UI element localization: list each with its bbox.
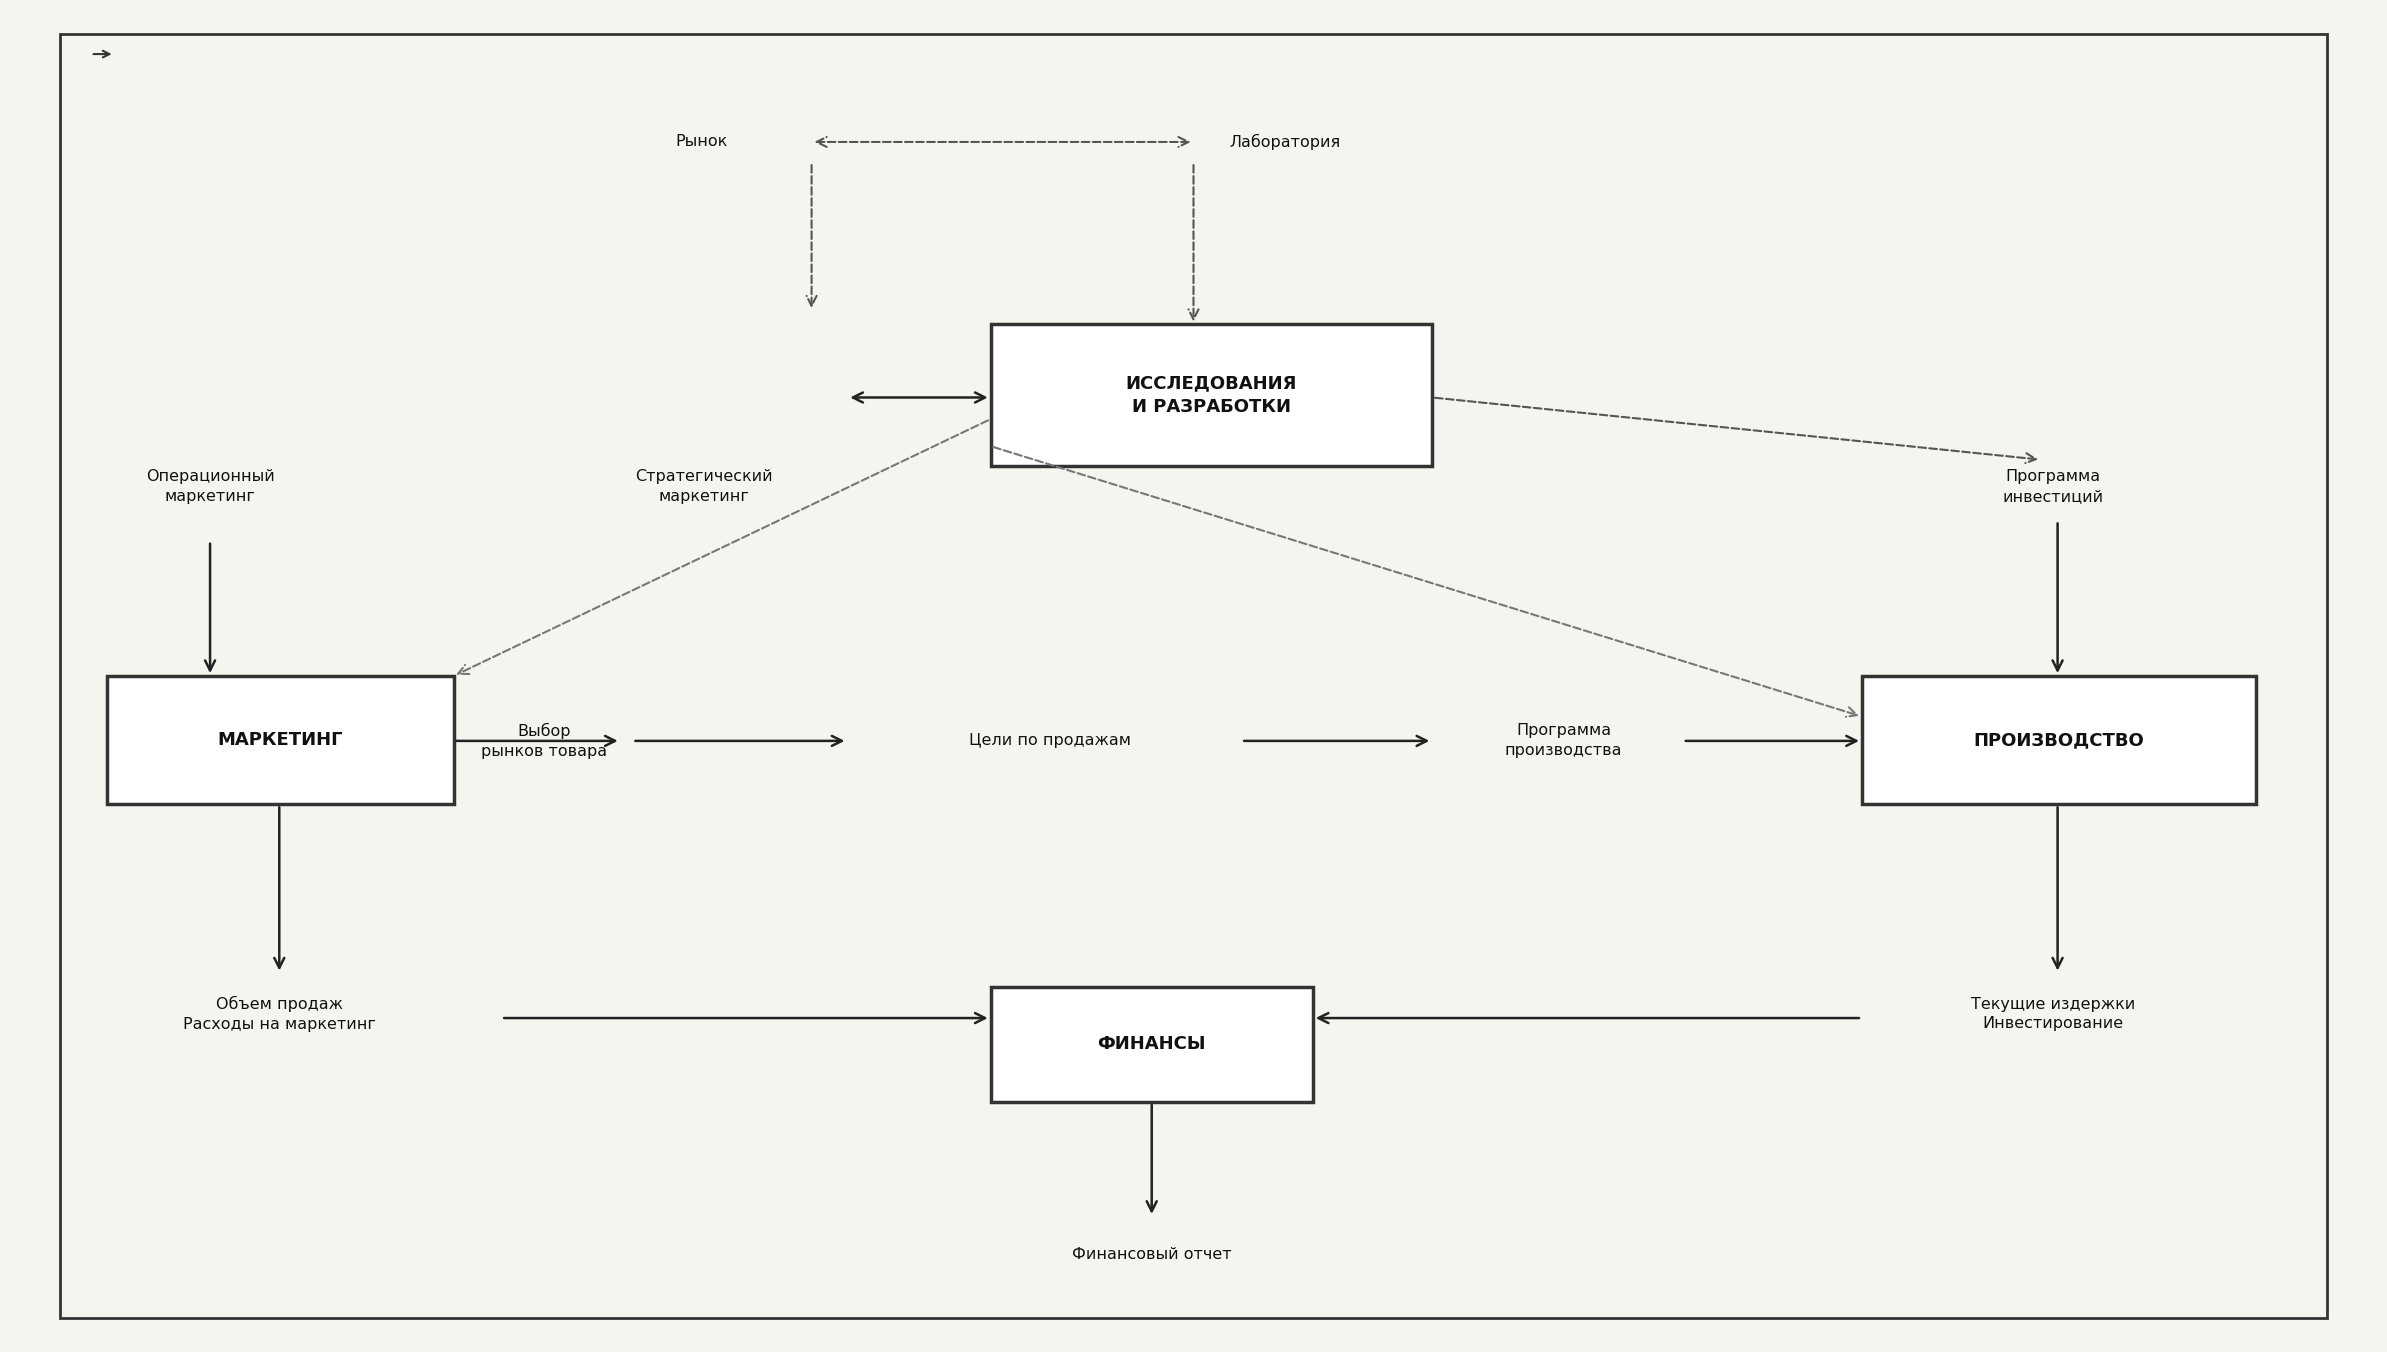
Text: Лаборатория: Лаборатория (1229, 134, 1341, 150)
Text: Цели по продажам: Цели по продажам (969, 733, 1131, 749)
Text: МАРКЕТИНГ: МАРКЕТИНГ (217, 731, 344, 749)
Text: Финансовый отчет: Финансовый отчет (1072, 1247, 1232, 1263)
Text: ИССЛЕДОВАНИЯ
И РАЗРАБОТКИ: ИССЛЕДОВАНИЯ И РАЗРАБОТКИ (1127, 375, 1296, 416)
Text: Программа
производства: Программа производства (1504, 723, 1623, 758)
Text: ПРОИЗВОДСТВО: ПРОИЗВОДСТВО (1974, 731, 2144, 749)
FancyBboxPatch shape (991, 987, 1313, 1102)
Text: Программа
инвестиций: Программа инвестиций (2003, 469, 2103, 504)
FancyBboxPatch shape (60, 34, 2327, 1318)
Text: Объем продаж
Расходы на маркетинг: Объем продаж Расходы на маркетинг (184, 996, 375, 1032)
Text: Стратегический
маркетинг: Стратегический маркетинг (635, 469, 773, 504)
Text: Рынок: Рынок (676, 134, 728, 150)
FancyBboxPatch shape (991, 324, 1432, 466)
Text: Операционный
маркетинг: Операционный маркетинг (146, 469, 275, 504)
Text: Выбор
рынков товара: Выбор рынков товара (482, 723, 606, 758)
FancyBboxPatch shape (107, 676, 454, 804)
FancyBboxPatch shape (1862, 676, 2256, 804)
Text: ФИНАНСЫ: ФИНАНСЫ (1098, 1036, 1205, 1053)
Text: Текущие издержки
Инвестирование: Текущие издержки Инвестирование (1972, 996, 2134, 1032)
